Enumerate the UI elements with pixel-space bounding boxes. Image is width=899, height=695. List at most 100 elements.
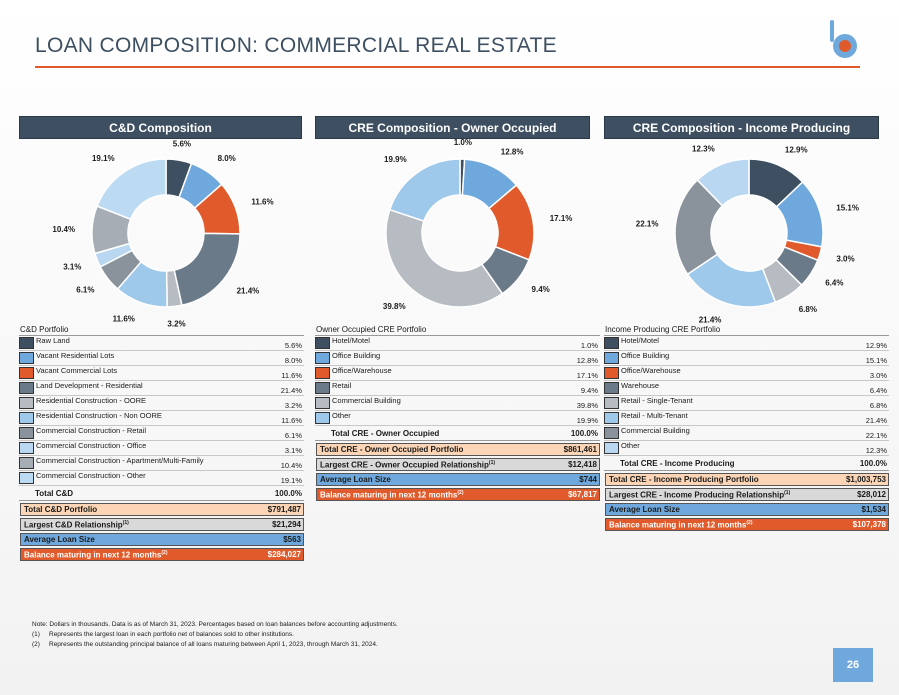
highlight-value: $107,378 [852, 520, 886, 529]
legend-swatch [604, 427, 619, 439]
legend-swatch [19, 352, 34, 364]
slice-label: 39.8% [383, 302, 406, 311]
legend-value: 12.9% [865, 341, 887, 350]
highlight-row: Balance maturing in next 12 months(2) $10… [605, 518, 889, 531]
legend-label: Office/Warehouse [332, 366, 392, 375]
legend-label: Commercial Construction - Office [36, 441, 147, 450]
legend-swatch [315, 382, 330, 394]
legend-swatch [19, 427, 34, 439]
total-row: Total CRE - Owner Occupied 100.0% [315, 426, 600, 441]
cre-income-producing-donut-chart: 12.9% 15.1% 3.0% 6.4% 6.8% 21.4% 22.1% 12.3% [601, 145, 887, 325]
legend-label: Commercial Construction - Other [36, 471, 146, 480]
footnote-ref: (2) [457, 489, 464, 496]
legend-value: 39.8% [576, 401, 598, 410]
highlight-row: Total C&D Portfolio $791,487 [20, 503, 304, 516]
cre-owner-occupied-header: CRE Composition - Owner Occupied [315, 116, 590, 139]
legend-value: 17.1% [576, 371, 598, 380]
legend-row: Raw Land 5.6% [19, 336, 304, 351]
highlight-value: $284,027 [267, 550, 301, 559]
total-value: 100.0% [274, 488, 302, 498]
footnote-key: (1) [32, 631, 40, 638]
legend-value: 8.0% [284, 356, 302, 365]
slice-label: 15.1% [836, 203, 859, 212]
legend-row: Office Building 15.1% [604, 351, 889, 366]
total-row: Total C&D 100.0% [19, 486, 304, 501]
legend-label: Office Building [621, 351, 670, 360]
legend-label: Other [332, 411, 351, 420]
legend-swatch [315, 352, 330, 364]
legend-label: Commercial Building [621, 426, 690, 435]
slice-label: 1.0% [454, 138, 472, 147]
legend-rows: Hotel/Motel 12.9% Office Building 15.1% Offi… [604, 336, 889, 456]
page-title: LOAN COMPOSITION: COMMERCIAL REAL ESTATE [35, 34, 557, 57]
cd-composition-header: C&D Composition [19, 116, 302, 139]
slice-label: 11.6% [251, 198, 273, 207]
slice-label: 3.0% [836, 254, 854, 263]
highlight-value: $67,817 [568, 490, 597, 499]
legend-label: Residential Construction - OORE [36, 396, 147, 405]
legend-swatch [19, 442, 34, 454]
highlight-label: Largest CRE - Income Producing Relations… [609, 489, 791, 500]
highlight-row: Largest CRE - Income Producing Relations… [605, 488, 889, 501]
title-rule [35, 66, 860, 68]
legend-label: Commercial Construction - Apartment/Mult… [36, 456, 204, 465]
legend-label: Hotel/Motel [621, 336, 659, 345]
total-label: Total CRE - Owner Occupied [331, 428, 440, 438]
legend-label: Office Building [332, 351, 381, 360]
footnote-text: Represents the largest loan in each port… [49, 631, 294, 638]
legend-swatch [604, 412, 619, 424]
slice-label: 5.6% [173, 139, 191, 148]
legend-row: Office/Warehouse 3.0% [604, 366, 889, 381]
donut-slice [388, 158, 461, 222]
donut-slice [96, 158, 167, 221]
legend-swatch [19, 337, 34, 349]
legend-value: 3.0% [869, 371, 887, 380]
legend-row: Other 12.3% [604, 441, 889, 456]
slice-label: 8.0% [218, 154, 236, 163]
total-value: 100.0% [859, 458, 887, 468]
legend-row: Hotel/Motel 1.0% [315, 336, 600, 351]
slice-label: 12.3% [692, 145, 715, 154]
legend-row: Retail - Multi-Tenant 21.4% [604, 411, 889, 426]
donut-slice [385, 208, 504, 308]
legend-row: Residential Construction - OORE 3.2% [19, 396, 304, 411]
legend-value: 5.6% [284, 341, 302, 350]
company-logo-icon [830, 20, 857, 58]
legend-value: 11.6% [281, 416, 302, 425]
legend-swatch [19, 382, 34, 394]
legend-swatch [19, 457, 34, 469]
legend-label: Office/Warehouse [621, 366, 681, 375]
highlight-rows: Total CRE - Owner Occupied Portfolio $861… [315, 443, 600, 501]
slice-label: 19.9% [384, 155, 407, 164]
slice-label: 6.1% [76, 285, 94, 294]
legend-swatch [604, 352, 619, 364]
highlight-row: Average Loan Size $1,534 [605, 503, 889, 516]
legend-swatch [19, 397, 34, 409]
slice-label: 21.4% [699, 316, 722, 325]
slice-label: 9.4% [532, 285, 550, 294]
legend-row: Commercial Construction - Office 3.1% [19, 441, 304, 456]
highlight-rows: Total C&D Portfolio $791,487 Largest C&D R… [19, 503, 304, 561]
highlight-value: $861,461 [563, 445, 597, 454]
slice-label: 22.1% [636, 220, 659, 229]
legend-value: 19.1% [280, 476, 302, 485]
slice-label: 12.9% [785, 145, 808, 154]
income-producing-portfolio-table: Income Producing CRE Portfolio Hotel/Mot… [604, 325, 889, 531]
footnote-ref: (2) [161, 549, 168, 556]
legend-label: Commercial Construction - Retail [36, 426, 147, 435]
footnote-ref: (1) [488, 459, 496, 466]
legend-swatch [604, 382, 619, 394]
legend-value: 21.4% [865, 416, 887, 425]
footnotes: Note: Dollars in thousands. Data is as o… [32, 620, 398, 650]
highlight-value: $12,418 [568, 460, 597, 469]
legend-swatch [604, 367, 619, 379]
total-label: Total CRE - Income Producing [620, 458, 735, 468]
highlight-row: Total CRE - Income Producing Portfolio $1… [605, 473, 889, 486]
highlight-row: Total CRE - Owner Occupied Portfolio $861… [316, 443, 600, 456]
slice-label: 10.4% [52, 225, 75, 234]
footnote-ref: (1) [122, 519, 129, 526]
legend-row: Commercial Building 39.8% [315, 396, 600, 411]
table-caption: C&D Portfolio [19, 325, 304, 336]
legend-value: 9.4% [580, 386, 598, 395]
slice-label: 3.2% [167, 319, 185, 328]
